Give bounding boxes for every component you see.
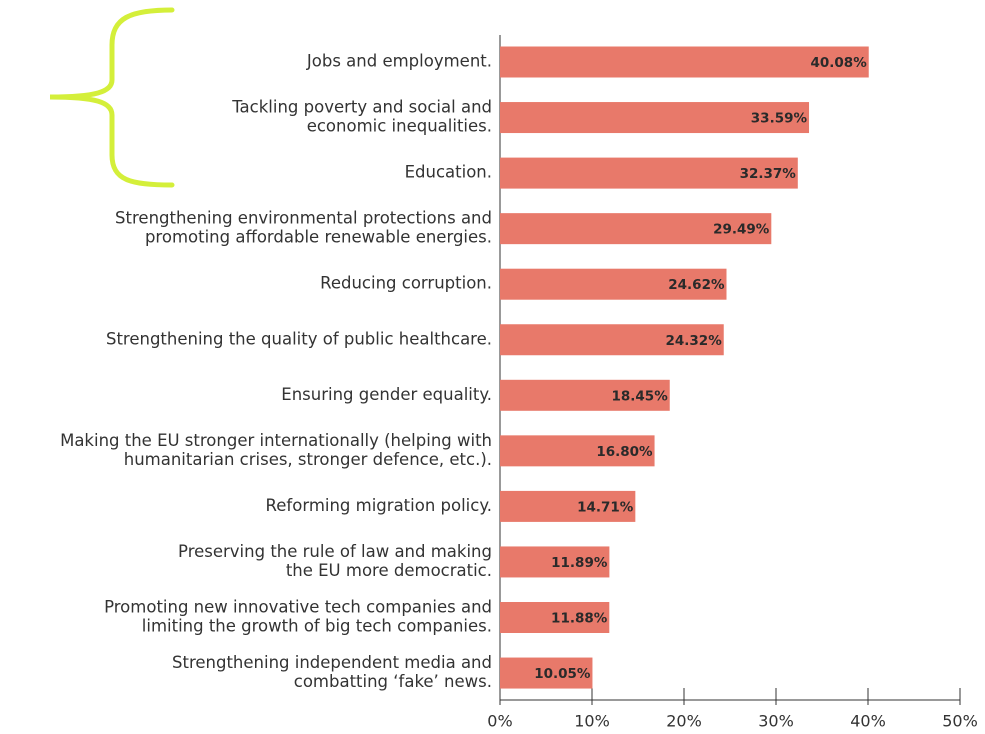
bar [500, 546, 610, 578]
category-label: Tackling poverty and social and [231, 98, 492, 117]
bar [500, 46, 869, 78]
category-label: limiting the growth of big tech companie… [142, 617, 492, 636]
category-label: Ensuring gender equality. [281, 385, 492, 404]
value-label: 40.08% [811, 55, 868, 71]
category-label: Reducing corruption. [320, 274, 492, 293]
value-label: 14.71% [577, 499, 634, 515]
x-tick-label: 0% [487, 712, 512, 731]
x-tick-label: 40% [850, 712, 886, 731]
category-label: Strengthening environmental protections … [115, 209, 492, 228]
category-label: Jobs and employment. [306, 52, 492, 71]
bar [500, 157, 798, 189]
category-label: Reforming migration policy. [266, 496, 492, 515]
category-label: Preserving the rule of law and making [178, 542, 492, 561]
bar [500, 602, 610, 633]
category-label: Strengthening the quality of public heal… [106, 329, 492, 348]
value-label: 18.45% [612, 388, 669, 404]
category-label: Strengthening independent media and [172, 653, 492, 672]
bar [500, 268, 727, 300]
bar [500, 435, 655, 467]
value-label: 29.49% [713, 222, 770, 238]
x-tick-label: 50% [942, 712, 978, 731]
category-label: the EU more democratic. [286, 561, 492, 580]
bar [500, 102, 810, 134]
bar [500, 324, 724, 356]
category-label: promoting affordable renewable energies. [145, 228, 492, 247]
value-label: 11.88% [551, 611, 608, 627]
bar [500, 490, 636, 522]
category-label: Education. [405, 163, 492, 182]
category-label: Making the EU stronger internationally (… [60, 431, 492, 450]
category-label: Promoting new innovative tech companies … [104, 598, 492, 617]
value-label: 10.05% [534, 666, 591, 682]
value-label: 11.89% [551, 555, 608, 571]
x-tick-label: 10% [574, 712, 610, 731]
value-label: 33.59% [751, 111, 808, 127]
x-tick-label: 30% [758, 712, 794, 731]
highlight-brace [49, 7, 175, 188]
category-label: economic inequalities. [307, 117, 492, 136]
value-label: 16.80% [596, 444, 653, 460]
bar [500, 379, 670, 411]
bar [500, 657, 593, 689]
value-label: 24.32% [666, 333, 723, 349]
bar [500, 213, 772, 245]
value-label: 24.62% [668, 277, 725, 293]
category-label: combatting ‘fake’ news. [294, 672, 492, 691]
value-label: 32.37% [740, 166, 797, 182]
category-label: humanitarian crises, stronger defence, e… [124, 450, 492, 469]
x-tick-label: 20% [666, 712, 702, 731]
